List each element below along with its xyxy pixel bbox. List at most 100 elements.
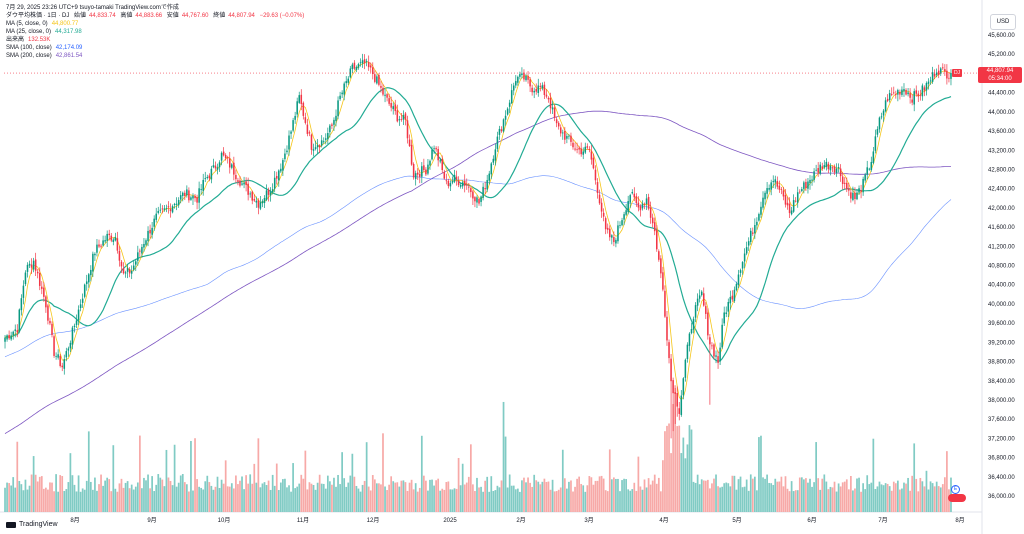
volume-bar	[373, 479, 376, 512]
volume-bar	[713, 478, 715, 512]
candle-body	[872, 151, 875, 164]
volume-bar	[811, 486, 813, 512]
volume-bar	[525, 482, 527, 512]
candle-body	[529, 79, 531, 87]
volume-bar	[901, 488, 903, 512]
volume-bar	[925, 470, 928, 512]
candle-body	[398, 119, 401, 121]
candle-body	[506, 108, 509, 115]
volume-bar	[682, 437, 685, 512]
symbol-name[interactable]: ダウ平均株価 · 1日 · DJ	[6, 13, 70, 19]
candle-body	[878, 117, 881, 130]
candle-body	[41, 286, 43, 289]
indicator-sma100[interactable]: SMA (100, close) 42,174.09	[6, 44, 307, 52]
volume-bar	[523, 477, 525, 512]
candle-body	[461, 182, 464, 187]
volume-bar	[455, 488, 458, 512]
volume-bar	[324, 488, 327, 512]
timestamp: 7月 29, 2025 23:26 UTC+9	[6, 5, 78, 11]
volume-bar	[410, 479, 413, 512]
header-line: 7月 29, 2025 23:26 UTC+9 tsuyo-tamaki Tra…	[6, 4, 307, 12]
volume-bar	[32, 456, 35, 512]
candle-body	[852, 192, 854, 200]
volume-bar	[94, 477, 96, 512]
candle-body	[233, 162, 235, 175]
ma5-label: MA (5, close, 0)	[6, 21, 48, 27]
change-value: −29.63 (−0.07%)	[259, 13, 305, 19]
x-tick-label: 10月	[218, 517, 231, 524]
candle-body	[555, 119, 558, 124]
volume-bar	[766, 474, 768, 512]
indicator-volume[interactable]: 出来高 132.53K	[6, 36, 307, 44]
candle-body	[310, 134, 313, 150]
volume-bar	[890, 490, 893, 512]
volume-bar	[402, 480, 405, 512]
candle-body	[641, 203, 644, 209]
candle-body	[159, 209, 162, 211]
candle-body	[390, 102, 392, 108]
volume-bar	[674, 385, 677, 512]
candle-body	[470, 188, 472, 193]
volume-bar	[396, 482, 399, 512]
volume-bar	[821, 478, 824, 512]
candle-body	[604, 218, 607, 230]
high-value: 44,883.66	[135, 13, 163, 19]
candle-body	[282, 160, 284, 171]
indicator-ma5[interactable]: MA (5, close, 0) 44,800.77	[6, 20, 307, 28]
candle-body	[359, 62, 362, 64]
candle-body	[98, 244, 100, 247]
volume-bar	[764, 478, 766, 512]
candle-body	[188, 190, 190, 201]
earnings-icon[interactable]: E	[951, 485, 960, 494]
volume-bar	[706, 479, 709, 512]
candle-body	[639, 206, 642, 211]
candle-body	[429, 160, 431, 166]
candle-body	[584, 146, 587, 153]
volume-bar	[333, 477, 335, 512]
legend: 7月 29, 2025 23:26 UTC+9 tsuyo-tamaki Tra…	[6, 4, 307, 60]
volume-bar	[204, 481, 207, 512]
indicator-sma200[interactable]: SMA (200, close) 42,861.54	[6, 52, 307, 60]
symbol-line[interactable]: ダウ平均株価 · 1日 · DJ 始値 44,833.74 高値 44,883.66…	[6, 12, 307, 20]
candle-body	[533, 90, 535, 93]
candle-body	[535, 89, 538, 92]
currency-button[interactable]: USD	[990, 14, 1016, 30]
volume-bar	[913, 443, 916, 512]
volume-bar	[559, 487, 562, 512]
candle-body	[835, 168, 838, 174]
volume-bar	[406, 490, 409, 512]
candle-body	[935, 72, 938, 76]
volume-bar	[521, 480, 523, 512]
volume-bar	[743, 486, 746, 512]
volume-bar	[582, 485, 585, 512]
candle-body	[363, 59, 366, 64]
indicator-ma25[interactable]: MA (25, close, 0) 44,317.98	[6, 28, 307, 36]
volume-bar	[132, 489, 135, 512]
volume-bar	[574, 486, 576, 512]
candle-body	[801, 189, 803, 191]
candle-body	[333, 119, 335, 125]
candle-body	[676, 392, 678, 407]
candle-body	[77, 309, 80, 320]
candle-body	[758, 214, 760, 221]
candle-body	[192, 195, 194, 199]
tradingview-logo[interactable]: TradingView	[6, 521, 58, 528]
candle-body	[261, 201, 264, 204]
volume-bar	[911, 475, 914, 512]
volume-bar	[249, 474, 252, 512]
volume-bar	[541, 481, 544, 512]
volume-bar	[725, 482, 728, 512]
volume-bar	[894, 483, 897, 512]
volume-bar	[4, 487, 6, 512]
volume-bar	[633, 482, 636, 512]
candle-body	[149, 229, 151, 234]
candle-body	[106, 233, 108, 241]
candle-body	[222, 151, 225, 156]
volume-bar	[594, 480, 597, 512]
candle-body	[684, 359, 687, 378]
volume-bar	[539, 484, 542, 512]
volume-bar	[729, 486, 732, 512]
candle-body	[137, 252, 139, 261]
volume-bar	[380, 484, 382, 512]
